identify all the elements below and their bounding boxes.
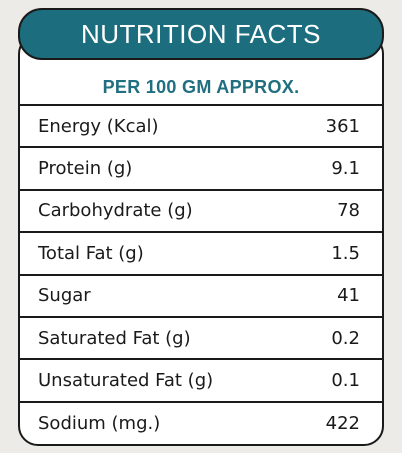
nutrient-value: 1.5 — [331, 242, 360, 264]
nutrient-value: 78 — [337, 200, 360, 222]
nutrient-value: 0.1 — [331, 370, 360, 392]
nutrient-label: Protein (g) — [38, 158, 133, 180]
nutrient-label: Carbohydrate (g) — [38, 200, 193, 222]
nutrient-value: 0.2 — [331, 327, 360, 349]
page-title: NUTRITION FACTS — [80, 18, 322, 49]
serving-basis-label: PER 100 GM APPROX. — [20, 70, 382, 106]
nutrient-label: Energy (Kcal) — [38, 115, 159, 137]
nutrient-row-total-fat: Total Fat (g) 1.5 — [20, 233, 382, 276]
nutrient-label: Sodium (mg.) — [38, 413, 161, 435]
nutrition-facts-card: PER 100 GM APPROX. Energy (Kcal) 361 Pro… — [18, 8, 384, 446]
nutrient-label: Sugar — [38, 285, 91, 307]
nutrient-value: 361 — [325, 115, 360, 137]
nutrient-label: Total Fat (g) — [38, 242, 144, 264]
nutrient-label: Unsaturated Fat (g) — [38, 370, 214, 392]
nutrient-rows: Energy (Kcal) 361 Protein (g) 9.1 Carboh… — [20, 106, 382, 444]
nutrient-row-unsaturated-fat: Unsaturated Fat (g) 0.1 — [20, 360, 382, 403]
nutrient-row-energy: Energy (Kcal) 361 — [20, 106, 382, 149]
nutrition-table: PER 100 GM APPROX. Energy (Kcal) 361 Pro… — [18, 34, 384, 446]
nutrient-row-sodium: Sodium (mg.) 422 — [20, 403, 382, 444]
nutrient-row-sugar: Sugar 41 — [20, 276, 382, 318]
nutrient-row-saturated-fat: Saturated Fat (g) 0.2 — [20, 318, 382, 361]
nutrient-value: 9.1 — [331, 158, 360, 180]
title-banner: NUTRITION FACTS — [18, 8, 384, 60]
nutrient-label: Saturated Fat (g) — [38, 327, 191, 349]
nutrient-row-protein: Protein (g) 9.1 — [20, 148, 382, 191]
nutrient-value: 41 — [337, 285, 360, 307]
nutrient-value: 422 — [325, 413, 360, 435]
nutrient-row-carbohydrate: Carbohydrate (g) 78 — [20, 191, 382, 234]
